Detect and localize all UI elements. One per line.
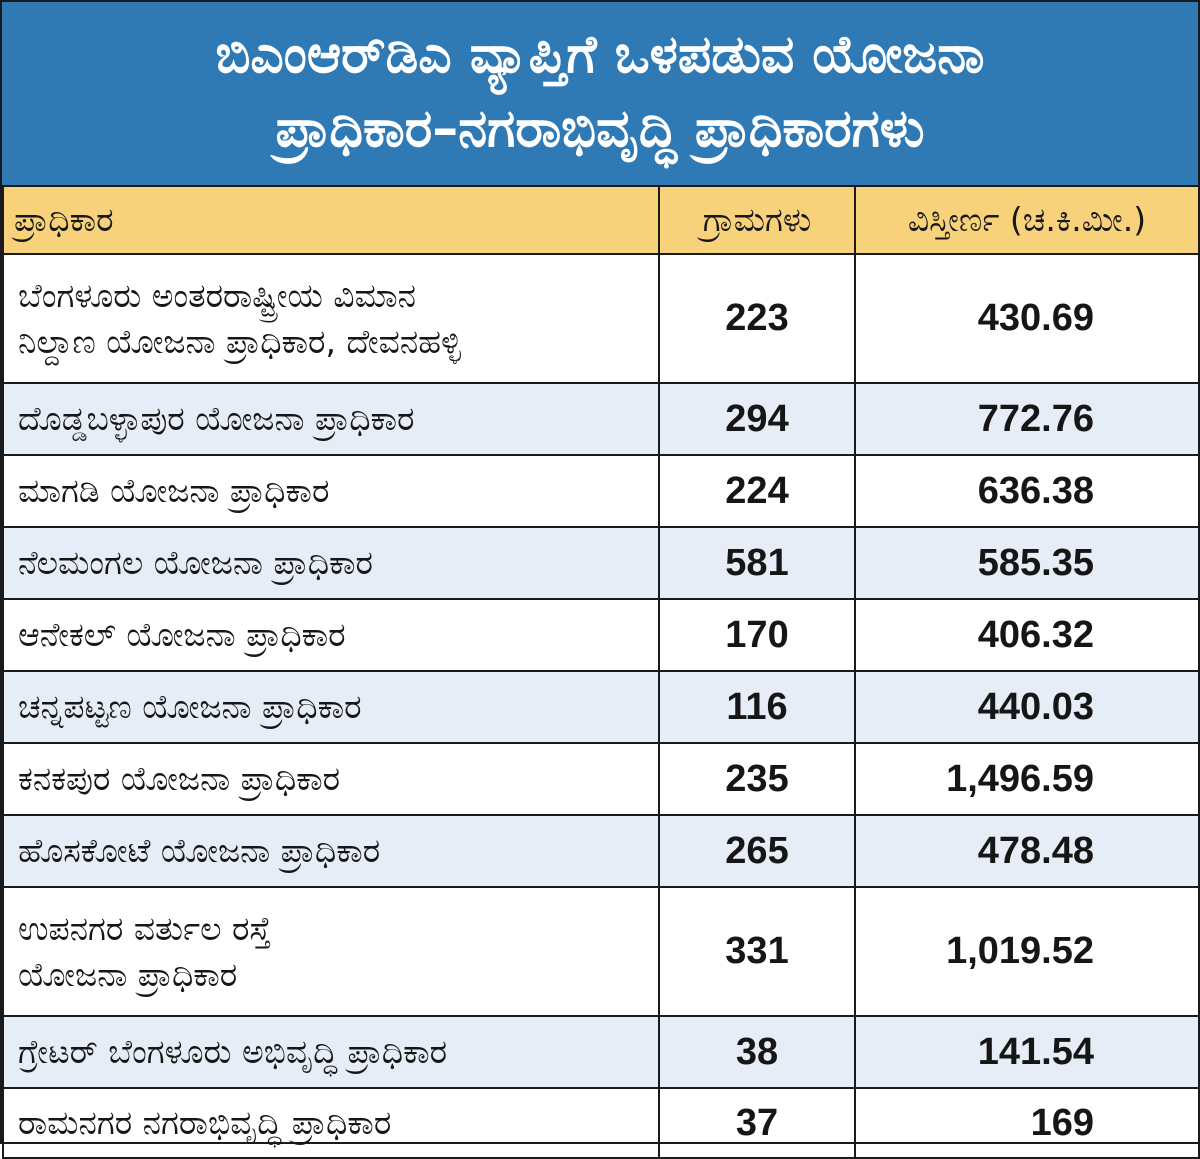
village-count: 224 [658, 454, 856, 528]
village-count: 116 [658, 670, 856, 744]
village-count: 235 [658, 742, 856, 816]
authority-name-line: ಯೋಜನಾ ಪ್ರಾಧಿಕಾರ [18, 954, 238, 994]
authority-name: ನೆಲಮಂಗಲ ಯೋಜನಾ ಪ್ರಾಧಿಕಾರ [2, 526, 660, 600]
authority-name: ಚನ್ನಪಟ್ಟಣ ಯೋಜನಾ ಪ್ರಾಧಿಕಾರ [2, 670, 660, 744]
area-value: 636.38 [854, 454, 1200, 528]
area-value: 772.76 [854, 382, 1200, 456]
area-value: 440.03 [854, 670, 1200, 744]
authorities-table: ಪ್ರಾಧಿಕಾರ ಗ್ರಾಮಗಳು ವಿಸ್ತೀರ್ಣ (ಚ.ಕಿ.ಮೀ.) … [2, 185, 1200, 1159]
area-value: 141.54 [854, 1015, 1200, 1089]
area-value: 406.32 [854, 598, 1200, 672]
header-area: ವಿಸ್ತೀರ್ಣ (ಚ.ಕಿ.ಮೀ.) [854, 185, 1200, 255]
authority-name: ಆನೇಕಲ್ ಯೋಜನಾ ಪ್ರಾಧಿಕಾರ [2, 598, 660, 672]
authority-name: ಉಪನಗರ ವರ್ತುಲ ರಸ್ತೆ ಯೋಜನಾ ಪ್ರಾಧಿಕಾರ [2, 886, 660, 1017]
area-value: 1,019.52 [854, 886, 1200, 1017]
table-row: ಗ್ರೇಟರ್ ಬೆಂಗಳೂರು ಅಭಿವೃದ್ಧಿ ಪ್ರಾಧಿಕಾರ 38 … [2, 1015, 1200, 1089]
header-authority: ಪ್ರಾಧಿಕಾರ [2, 185, 660, 255]
village-count: 223 [658, 253, 856, 384]
village-count: 294 [658, 382, 856, 456]
table-row: ಕನಕಪುರ ಯೋಜನಾ ಪ್ರಾಧಿಕಾರ 235 1,496.59 [2, 742, 1200, 816]
table-row: ರಾಮನಗರ ನಗರಾಭಿವೃದ್ಧಿ ಪ್ರಾಧಿಕಾರ 37 169 [2, 1087, 1200, 1159]
table-row: ಮಾಗಡಿ ಯೋಜನಾ ಪ್ರಾಧಿಕಾರ 224 636.38 [2, 454, 1200, 528]
authority-name: ಹೊಸಕೋಟೆ ಯೋಜನಾ ಪ್ರಾಧಿಕಾರ [2, 814, 660, 888]
authority-name-line: ಉಪನಗರ ವರ್ತುಲ ರಸ್ತೆ [18, 908, 272, 948]
village-count: 265 [658, 814, 856, 888]
authority-name-line: ನಿಲ್ದಾಣ ಯೋಜನಾ ಪ್ರಾಧಿಕಾರ, ದೇವನಹಳ್ಳಿ [18, 321, 462, 361]
authority-name: ಮಾಗಡಿ ಯೋಜನಾ ಪ್ರಾಧಿಕಾರ [2, 454, 660, 528]
table-row: ಉಪನಗರ ವರ್ತುಲ ರಸ್ತೆ ಯೋಜನಾ ಪ್ರಾಧಿಕಾರ 331 1… [2, 886, 1200, 1017]
title-line-1: ಬಿಎಂಆರ್‌ಡಿಎ ವ್ಯಾಪ್ತಿಗೆ ಒಳಪಡುವ ಯೋಜನಾ [215, 25, 985, 85]
page-title: ಬಿಎಂಆರ್‌ಡಿಎ ವ್ಯಾಪ್ತಿಗೆ ಒಳಪಡುವ ಯೋಜನಾ ಪ್ರಾ… [2, 2, 1198, 185]
area-value: 1,496.59 [854, 742, 1200, 816]
village-count: 581 [658, 526, 856, 600]
table-row: ನೆಲಮಂಗಲ ಯೋಜನಾ ಪ್ರಾಧಿಕಾರ 581 585.35 [2, 526, 1200, 600]
table-row: ಬೆಂಗಳೂರು ಅಂತರರಾಷ್ಟ್ರೀಯ ವಿಮಾನ ನಿಲ್ದಾಣ ಯೋಜ… [2, 253, 1200, 384]
area-value: 430.69 [854, 253, 1200, 384]
authority-name: ರಾಮನಗರ ನಗರಾಭಿವೃದ್ಧಿ ಪ್ರಾಧಿಕಾರ [2, 1087, 660, 1159]
authority-name: ದೊಡ್ಡಬಳ್ಳಾಪುರ ಯೋಜನಾ ಪ್ರಾಧಿಕಾರ [2, 382, 660, 456]
village-count: 170 [658, 598, 856, 672]
village-count: 37 [658, 1087, 856, 1159]
table-row: ಆನೇಕಲ್ ಯೋಜನಾ ಪ್ರಾಧಿಕಾರ 170 406.32 [2, 598, 1200, 672]
title-line-2: ಪ್ರಾಧಿಕಾರ–ನಗರಾಭಿವೃದ್ಧಿ ಪ್ರಾಧಿಕಾರಗಳು [275, 99, 925, 159]
area-value: 169 [854, 1087, 1200, 1159]
authority-name: ಕನಕಪುರ ಯೋಜನಾ ಪ್ರಾಧಿಕಾರ [2, 742, 660, 816]
header-villages: ಗ್ರಾಮಗಳು [658, 185, 856, 255]
table-row: ದೊಡ್ಡಬಳ್ಳಾಪುರ ಯೋಜನಾ ಪ್ರಾಧಿಕಾರ 294 772.76 [2, 382, 1200, 456]
village-count: 38 [658, 1015, 856, 1089]
authority-name: ಬೆಂಗಳೂರು ಅಂತರರಾಷ್ಟ್ರೀಯ ವಿಮಾನ ನಿಲ್ದಾಣ ಯೋಜ… [2, 253, 660, 384]
table-header-row: ಪ್ರಾಧಿಕಾರ ಗ್ರಾಮಗಳು ವಿಸ್ತೀರ್ಣ (ಚ.ಕಿ.ಮೀ.) [2, 185, 1200, 255]
area-value: 478.48 [854, 814, 1200, 888]
village-count: 331 [658, 886, 856, 1017]
table-row: ಚನ್ನಪಟ್ಟಣ ಯೋಜನಾ ಪ್ರಾಧಿಕಾರ 116 440.03 [2, 670, 1200, 744]
table-row: ಹೊಸಕೋಟೆ ಯೋಜನಾ ಪ್ರಾಧಿಕಾರ 265 478.48 [2, 814, 1200, 888]
area-value: 585.35 [854, 526, 1200, 600]
authority-name-line: ಬೆಂಗಳೂರು ಅಂತರರಾಷ್ಟ್ರೀಯ ವಿಮಾನ [18, 275, 416, 315]
authority-name: ಗ್ರೇಟರ್ ಬೆಂಗಳೂರು ಅಭಿವೃದ್ಧಿ ಪ್ರಾಧಿಕಾರ [2, 1015, 660, 1089]
